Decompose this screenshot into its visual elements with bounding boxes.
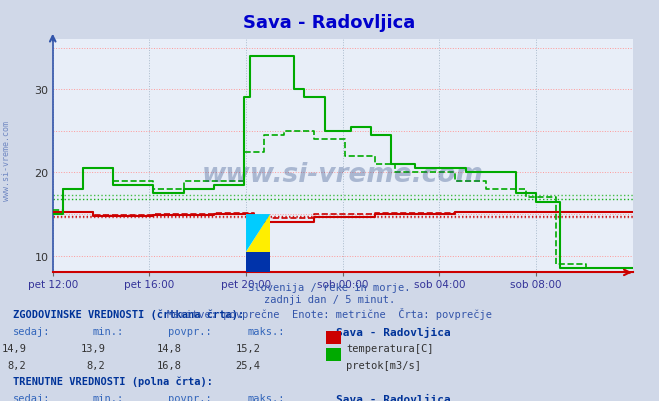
Text: sedaj:: sedaj: (13, 393, 51, 401)
Text: 8,2: 8,2 (87, 360, 105, 371)
Text: povpr.:: povpr.: (168, 393, 212, 401)
Text: povpr.:: povpr.: (168, 326, 212, 336)
Text: min.:: min.: (92, 326, 123, 336)
Text: Slovenija / reke in morje.: Slovenija / reke in morje. (248, 283, 411, 293)
Text: www.si-vreme.com: www.si-vreme.com (202, 162, 484, 188)
Text: 25,4: 25,4 (235, 360, 260, 371)
Polygon shape (246, 215, 270, 252)
Polygon shape (246, 252, 270, 285)
Text: Sava - Radovljica: Sava - Radovljica (336, 326, 451, 337)
Text: ZGODOVINSKE VREDNOSTI (črtkana črta):: ZGODOVINSKE VREDNOSTI (črtkana črta): (13, 309, 244, 319)
Text: maks.:: maks.: (247, 393, 285, 401)
Text: Sava - Radovljica: Sava - Radovljica (243, 14, 416, 32)
Polygon shape (246, 215, 270, 252)
Text: 16,8: 16,8 (156, 360, 181, 371)
Text: pretok[m3/s]: pretok[m3/s] (346, 360, 421, 371)
Text: Sava - Radovljica: Sava - Radovljica (336, 393, 451, 401)
Text: temperatura[C]: temperatura[C] (346, 343, 434, 353)
Text: sedaj:: sedaj: (13, 326, 51, 336)
Text: 8,2: 8,2 (8, 360, 26, 371)
Text: 14,8: 14,8 (156, 343, 181, 353)
Text: zadnji dan / 5 minut.: zadnji dan / 5 minut. (264, 295, 395, 305)
Text: www.si-vreme.com: www.si-vreme.com (2, 120, 11, 200)
Text: Meritve: povprečne  Enote: metrične  Črta: povprečje: Meritve: povprečne Enote: metrične Črta:… (167, 307, 492, 319)
Bar (326, 331, 341, 344)
Text: maks.:: maks.: (247, 326, 285, 336)
Text: TRENUTNE VREDNOSTI (polna črta):: TRENUTNE VREDNOSTI (polna črta): (13, 376, 213, 387)
Text: 14,9: 14,9 (1, 343, 26, 353)
Text: min.:: min.: (92, 393, 123, 401)
Text: 15,2: 15,2 (235, 343, 260, 353)
Bar (326, 348, 341, 362)
Text: 13,9: 13,9 (80, 343, 105, 353)
